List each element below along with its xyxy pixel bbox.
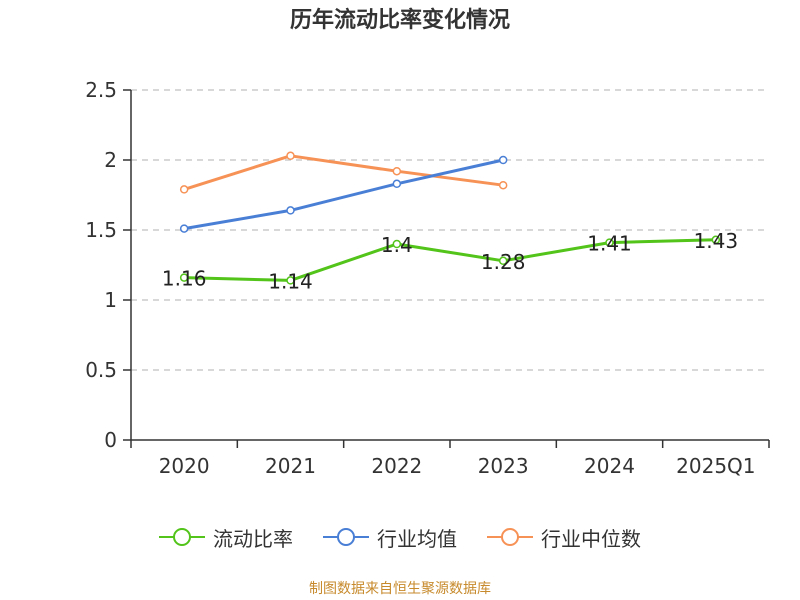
- x-tick-label: 2020: [159, 454, 210, 478]
- legend-label: 流动比率: [213, 526, 293, 551]
- data-point: [498, 155, 508, 165]
- series-line: [183, 154, 504, 191]
- data-point: [498, 180, 508, 190]
- data-point: [392, 239, 402, 249]
- data-label: 1.4: [381, 233, 413, 257]
- data-label: 1.28: [481, 250, 526, 274]
- legend-item-industry-mean[interactable]: 行业均值: [323, 523, 457, 552]
- legend-label: 行业均值: [377, 526, 457, 551]
- data-labels: 1.16 1.14 1.4 1.28 1.41 1.43: [162, 229, 738, 294]
- data-point: [498, 256, 508, 266]
- axes: 0 0.5 1 1.5 2 2.5 2020 2021 2022 2023 2024 2025Q1: [85, 78, 770, 478]
- data-point: [179, 224, 189, 233]
- data-label: 1.14: [268, 269, 313, 293]
- x-tick-label: 2025Q1: [676, 454, 755, 478]
- data-point: [286, 276, 295, 285]
- legend: 流动比率 行业均值 行业中位数: [0, 522, 800, 552]
- legend-current-ratio-icon: [159, 528, 205, 546]
- y-tick-label: 0: [104, 428, 117, 452]
- y-tick-label: 1.5: [85, 218, 117, 242]
- x-tick-label: 2021: [265, 454, 316, 478]
- y-tick-label: 0.5: [85, 358, 117, 382]
- data-label: 1.16: [162, 267, 207, 291]
- data-point: [286, 206, 295, 215]
- source-note: 制图数据来自恒生聚源数据库: [309, 581, 491, 597]
- data-point: [711, 235, 721, 245]
- series-lines: [179, 151, 721, 285]
- data-label: 1.43: [694, 229, 739, 253]
- data-point: [605, 238, 614, 247]
- data-point: [392, 166, 402, 176]
- legend-industry-mean-icon: [323, 528, 369, 546]
- y-tick-label: 2: [104, 148, 117, 172]
- x-tick-label: 2022: [371, 454, 422, 478]
- data-point: [392, 179, 402, 189]
- legend-label: 行业中位数: [541, 526, 641, 551]
- x-tick-label: 2024: [584, 454, 635, 478]
- y-tick-label: 2.5: [85, 78, 117, 102]
- chart-title: 历年流动比率变化情况: [289, 8, 510, 33]
- series-line: [184, 238, 716, 282]
- x-tick-label: 2023: [478, 454, 529, 478]
- legend-item-industry-median[interactable]: 行业中位数: [487, 523, 641, 552]
- y-tick-label: 1: [104, 288, 117, 312]
- data-label: 1.41: [587, 232, 632, 256]
- legend-item-current-ratio[interactable]: 流动比率: [159, 523, 293, 552]
- data-point: [286, 151, 295, 161]
- gridlines: [131, 89, 769, 371]
- data-point: [179, 185, 189, 194]
- series-line: [183, 158, 504, 231]
- data-point: [179, 273, 189, 282]
- legend-industry-median-icon: [487, 528, 533, 546]
